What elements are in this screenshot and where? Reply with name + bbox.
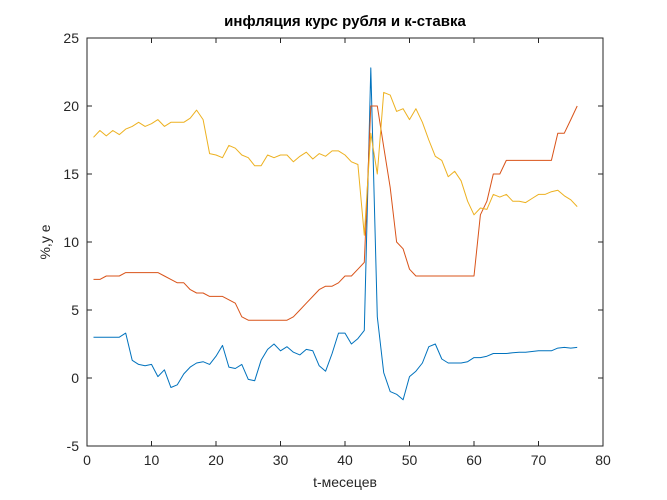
y-tick-label: 15 bbox=[63, 166, 79, 182]
x-tick-label: 50 bbox=[402, 452, 418, 468]
y-tick-label: 25 bbox=[63, 30, 79, 46]
series-line-1 bbox=[93, 67, 578, 401]
series-layer bbox=[93, 67, 578, 401]
y-tick-label: 10 bbox=[63, 234, 79, 250]
x-tick-label: 40 bbox=[337, 452, 353, 468]
series-line-2 bbox=[93, 105, 578, 321]
x-tick-label: 80 bbox=[595, 452, 611, 468]
y-tick-label: 5 bbox=[71, 302, 79, 318]
y-tick-label: -5 bbox=[67, 438, 80, 454]
x-tick-label: 30 bbox=[273, 452, 289, 468]
y-axis-label: %,у е bbox=[37, 224, 53, 259]
x-axis: 0 10 20 30 40 50 60 70 80 bbox=[83, 38, 611, 468]
plot-area bbox=[87, 38, 603, 446]
y-tick-label: 0 bbox=[71, 370, 79, 386]
x-tick-label: 0 bbox=[83, 452, 91, 468]
x-tick-label: 60 bbox=[466, 452, 482, 468]
series-line-3 bbox=[93, 91, 578, 236]
y-tick-label: 20 bbox=[63, 98, 79, 114]
y-axis: -5 0 5 10 15 20 25 bbox=[63, 30, 603, 454]
x-tick-label: 10 bbox=[144, 452, 160, 468]
chart-title: инфляция курс рубля и к-ставка bbox=[224, 13, 466, 30]
x-axis-label: t-месецев bbox=[313, 474, 377, 490]
x-tick-label: 70 bbox=[531, 452, 547, 468]
x-tick-label: 20 bbox=[208, 452, 224, 468]
